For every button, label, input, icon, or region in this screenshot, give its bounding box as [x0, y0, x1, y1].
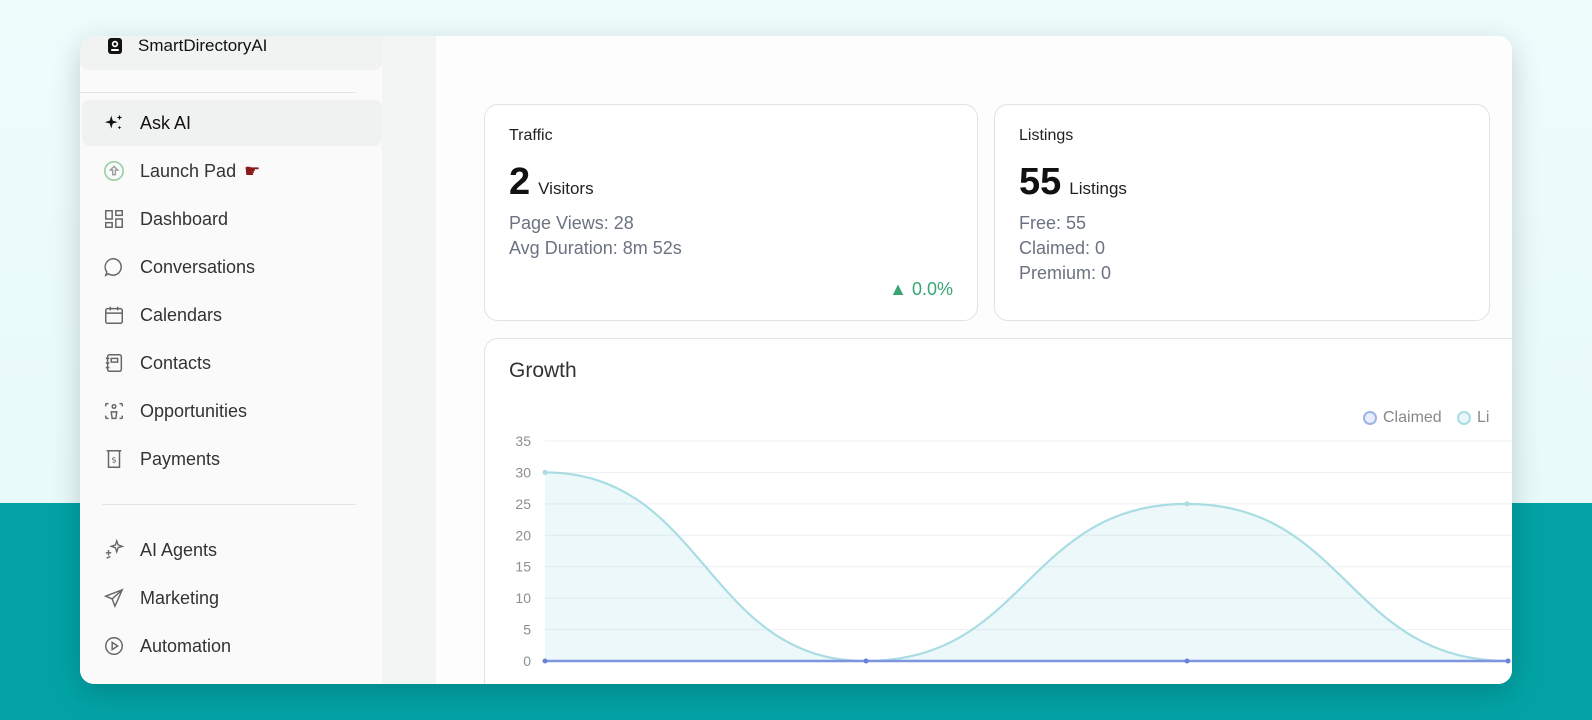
growth-title: Growth [509, 359, 577, 382]
traffic-value-row: 2 Visitors [509, 161, 594, 204]
listings-count: 55 [1019, 161, 1062, 203]
growth-chart: 0 5 10 15 20 25 30 35 [515, 433, 1512, 669]
sidebar: SmartDirectoryAI Ask AI Launch Pad ☛ Das… [80, 36, 382, 684]
contact-book-icon [102, 351, 126, 375]
data-point-listings[interactable] [542, 469, 548, 475]
grid-icon [102, 207, 126, 231]
traffic-card: Traffic 2 Visitors Page Views: 28 Avg Du… [484, 104, 978, 321]
send-icon [102, 586, 126, 610]
series-line-listings [544, 471, 1509, 663]
y-tick-label: 30 [515, 464, 531, 480]
sidebar-item-opportunities[interactable]: Opportunities [82, 388, 382, 434]
data-point-claimed[interactable] [542, 658, 548, 664]
legend-claimed[interactable]: Claimed [1363, 409, 1442, 427]
data-point-claimed[interactable] [1184, 658, 1190, 664]
sidebar-item-label: Launch Pad [140, 160, 237, 181]
growth-card: Growth Claimed Li 0 5 10 15 20 25 30 35 [484, 338, 1512, 684]
svg-text:$: $ [111, 455, 116, 465]
trend-indicator: ▲ 0.0% [889, 279, 953, 299]
series-area-listings [545, 472, 1508, 661]
sidebar-item-label: Dashboard [140, 208, 229, 229]
y-tick-label: 5 [523, 622, 531, 638]
legend-listings[interactable]: Li [1457, 409, 1489, 427]
y-tick-label: 0 [523, 653, 531, 669]
ai-sparkle-icon [102, 538, 126, 562]
play-circle-icon [102, 634, 126, 658]
y-tick-label: 15 [515, 559, 531, 575]
sidebar-item-label: Ask AI [140, 112, 192, 133]
content-gutter [382, 36, 436, 684]
data-point-listings[interactable] [1184, 501, 1190, 507]
sidebar-item-label: Contacts [140, 352, 212, 373]
brand-header[interactable]: SmartDirectoryAI [80, 36, 382, 70]
listings-unit: Listings [1069, 179, 1127, 198]
sidebar-item-label: Marketing [140, 587, 220, 608]
opportunities-icon [102, 399, 126, 423]
sidebar-item-automation[interactable]: Automation [82, 623, 382, 669]
y-tick-label: 10 [515, 590, 531, 606]
listings-card: Listings 55 Listings Free: 55 Claimed: 0… [994, 104, 1490, 321]
sidebar-item-ask-ai[interactable]: Ask AI [82, 100, 382, 146]
brand-name: SmartDirectoryAI [138, 36, 268, 55]
y-tick-label: 35 [515, 433, 531, 449]
sidebar-item-dashboard[interactable]: Dashboard [82, 196, 382, 242]
sidebar-item-label: Calendars [140, 304, 223, 325]
card-title: Listings [1019, 127, 1074, 144]
listings-legend-swatch [1457, 411, 1471, 425]
sidebar-item-calendars[interactable]: Calendars [82, 292, 382, 338]
data-point-claimed[interactable] [1505, 658, 1511, 664]
y-tick-label: 25 [515, 496, 531, 512]
traffic-visitors-count: 2 [509, 161, 531, 203]
app-window: SmartDirectoryAI Ask AI Launch Pad ☛ Das… [80, 36, 1512, 684]
claimed-legend-swatch [1363, 411, 1377, 425]
dollar-receipt-icon: $ [102, 447, 126, 471]
sidebar-item-conversations[interactable]: Conversations [82, 244, 382, 290]
sidebar-divider [80, 92, 356, 93]
sidebar-item-label: Opportunities [140, 400, 248, 421]
sidebar-item-label: Payments [140, 448, 221, 469]
sidebar-item-launch-pad[interactable]: Launch Pad ☛ [82, 148, 382, 194]
chat-bubble-icon [102, 255, 126, 279]
card-title: Traffic [509, 127, 553, 144]
legend-claimed-label: Claimed [1383, 409, 1442, 426]
page-views-stat: Page Views: 28 [509, 213, 634, 233]
y-tick-label: 20 [515, 527, 531, 543]
sidebar-divider [102, 504, 356, 505]
data-point-claimed[interactable] [863, 658, 869, 664]
brand-logo-icon [108, 38, 122, 54]
sidebar-item-ai-agents[interactable]: AI Agents [82, 527, 382, 573]
premium-listings-stat: Premium: 0 [1019, 263, 1112, 283]
sparkles-icon [102, 111, 126, 135]
sidebar-item-contacts[interactable]: Contacts [82, 340, 382, 386]
traffic-visitors-unit: Visitors [538, 179, 594, 198]
legend-listings-label: Li [1477, 409, 1490, 426]
sidebar-item-payments[interactable]: $ Payments [82, 436, 382, 482]
main-content: Traffic 2 Visitors Page Views: 28 Avg Du… [436, 36, 1512, 684]
sidebar-item-label: AI Agents [140, 539, 218, 560]
rocket-icon [102, 159, 126, 183]
pointer-hand-icon: ☛ [244, 160, 261, 181]
sidebar-item-marketing[interactable]: Marketing [82, 575, 382, 621]
sidebar-item-label: Conversations [140, 256, 256, 277]
claimed-listings-stat: Claimed: 0 [1019, 238, 1106, 258]
sidebar-item-label: Automation [140, 635, 232, 656]
avg-duration-stat: Avg Duration: 8m 52s [509, 238, 682, 258]
free-listings-stat: Free: 55 [1019, 213, 1087, 233]
calendar-icon [102, 303, 126, 327]
listings-value-row: 55 Listings [1019, 161, 1127, 204]
